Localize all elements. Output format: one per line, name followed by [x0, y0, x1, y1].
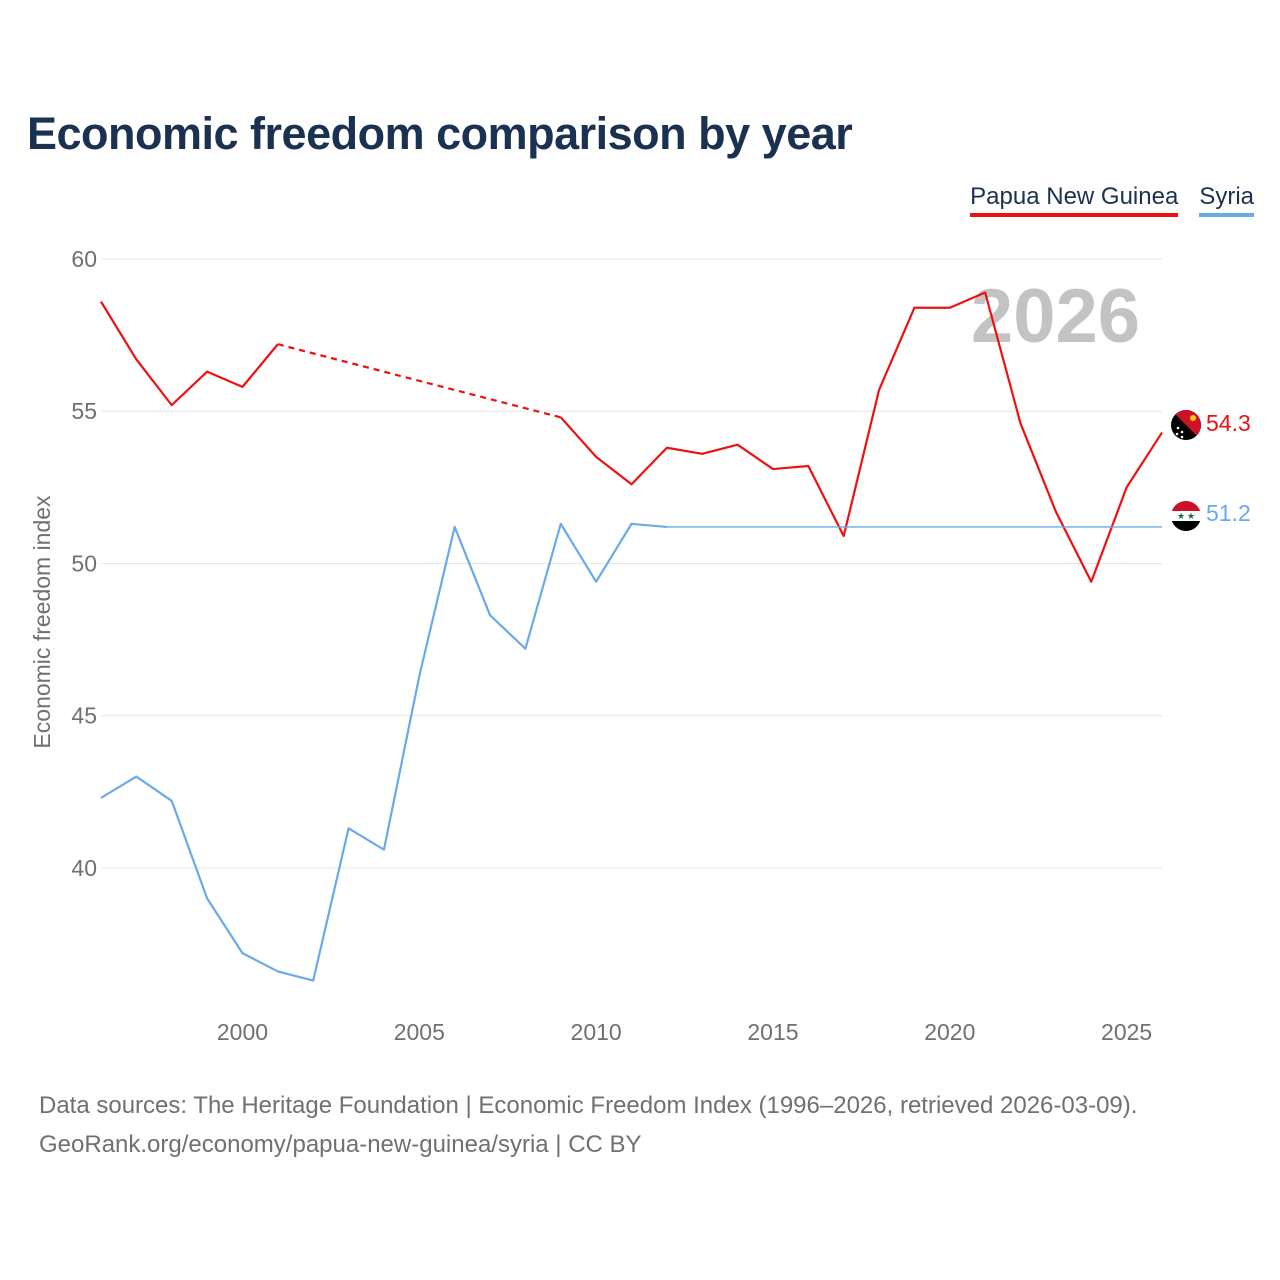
papua-new-guinea-end-value: 54.3	[1206, 410, 1251, 436]
syria-end-value: 51.2	[1206, 500, 1251, 526]
papua-new-guinea-flag-icon	[1171, 410, 1201, 440]
x-tick-label: 2015	[747, 1019, 798, 1045]
series-line-papua-new-guinea	[100, 301, 279, 407]
data-sources: Data sources: The Heritage Foundation | …	[39, 1092, 1138, 1119]
y-tick-label: 50	[71, 550, 97, 576]
x-tick-label: 2010	[571, 1019, 622, 1045]
x-tick-label: 2005	[394, 1019, 445, 1045]
footer: Data sources: The Heritage Foundation | …	[39, 1086, 1137, 1164]
y-tick-label: 45	[71, 703, 97, 729]
series-line-syria	[100, 522, 667, 982]
year-watermark: 2026	[971, 274, 1140, 359]
legend-item-papua-new-guinea[interactable]: Papua New Guinea	[970, 183, 1179, 217]
attribution: GeoRank.org/economy/papua-new-guinea/syr…	[39, 1131, 642, 1158]
chart-title: Economic freedom comparison by year	[27, 108, 853, 159]
svg-text:★: ★	[1177, 511, 1185, 521]
y-tick-label: 55	[71, 398, 97, 424]
legend: Papua New Guinea Syria	[970, 183, 1254, 217]
y-tick-label: 60	[71, 246, 97, 272]
line-chart: 2026 40 45 50 55 60 2000 2005 2010 2015 2020 2025…	[29, 246, 1251, 1045]
y-tick-label: 40	[71, 855, 97, 881]
syria-flag-icon: ★ ★	[1171, 501, 1201, 531]
x-tick-label: 2020	[924, 1019, 975, 1045]
series-line-papua-new-guinea	[559, 291, 1163, 583]
x-tick-label: 2025	[1101, 1019, 1152, 1045]
y-axis-label: Economic freedom index	[29, 495, 55, 749]
legend-item-syria[interactable]: Syria	[1199, 183, 1254, 217]
svg-text:★: ★	[1187, 511, 1195, 521]
x-tick-label: 2000	[217, 1019, 268, 1045]
series-gap-papua-new-guinea	[277, 343, 562, 419]
